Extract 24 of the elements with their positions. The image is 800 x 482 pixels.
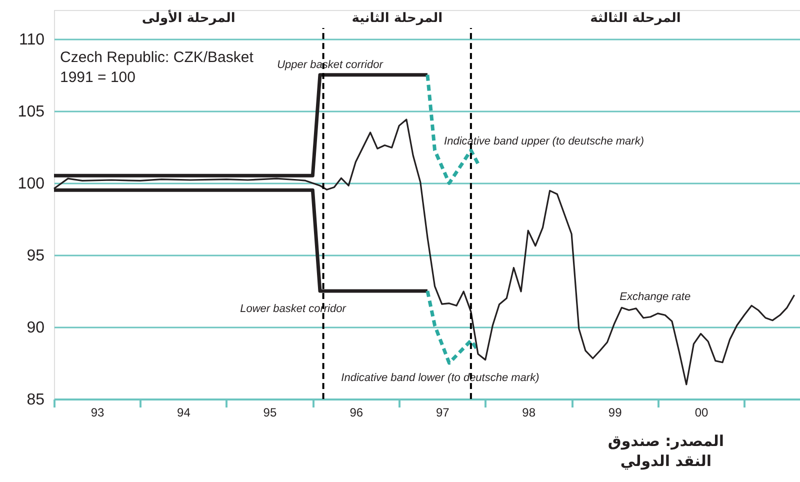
annotation: Czech Republic: CZK/Basket [60,49,254,66]
annotation: 1991 = 100 [60,69,136,86]
x-tick-label: 93 [90,406,104,420]
x-tick-label: 00 [694,406,709,420]
annotation: المرحلة الثالثة [590,11,681,26]
y-tick-label: 90 [26,319,45,336]
x-tick-label: 94 [177,406,191,420]
annotation: المرحلة الثانية [352,11,443,26]
text: المصدر: صندوق النقد الدولي [608,432,724,470]
y-tick-label: 110 [18,31,45,48]
x-tick-label: 99 [608,406,622,420]
series-label: Exchange rate [620,291,691,304]
y-tick-label: 100 [18,175,45,192]
series-label: Indicative band upper (to deutsche mark) [444,136,644,148]
x-tick-label: 97 [436,406,450,420]
series-label: Indicative band lower (to deutsche mark) [341,372,540,384]
y-tick-label: 105 [18,103,45,120]
y-tick-label: 85 [26,392,45,408]
series-label: Lower basket corridor [240,302,348,315]
x-tick-label: 98 [522,406,536,420]
x-tick-label: 95 [263,406,277,420]
annotation: المرحلة الأولى [142,9,236,26]
x-tick-label: 96 [350,406,364,420]
y-tick-label: 95 [26,247,45,264]
